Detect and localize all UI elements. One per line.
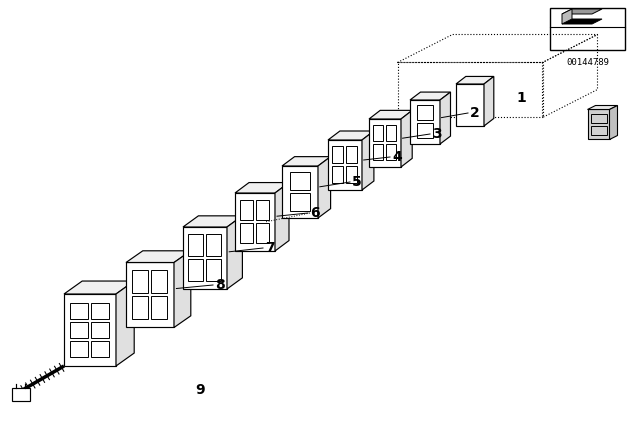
Bar [70,303,88,319]
Polygon shape [235,182,289,193]
Bar [332,166,343,183]
Bar [591,115,607,124]
Bar [139,307,154,319]
Bar [332,146,343,163]
Polygon shape [456,77,494,84]
Polygon shape [410,92,451,100]
Bar [373,144,383,160]
Bar [291,193,310,211]
Bar [240,200,253,220]
Text: 4: 4 [392,150,402,164]
Polygon shape [401,110,412,167]
Text: 2: 2 [470,106,480,120]
Bar [91,303,109,319]
Polygon shape [362,131,374,190]
Bar [151,270,167,293]
Bar [256,223,269,243]
Polygon shape [235,193,275,251]
Polygon shape [64,281,134,294]
Bar [91,341,109,358]
Bar [188,234,203,256]
Bar [132,296,148,319]
Polygon shape [328,140,362,190]
Bar [373,125,383,141]
Bar [240,223,253,243]
Polygon shape [64,294,116,366]
Bar [386,125,396,141]
Text: 5: 5 [352,175,362,189]
Bar [91,322,109,338]
Bar [70,341,88,358]
Polygon shape [484,77,494,126]
Bar [291,172,310,190]
Text: 1: 1 [516,91,525,105]
Bar [206,259,221,280]
Polygon shape [562,19,602,24]
Text: 7: 7 [265,241,275,255]
Bar [417,123,433,138]
Polygon shape [183,227,227,289]
Polygon shape [410,100,440,144]
Polygon shape [174,251,191,327]
Bar [132,270,148,293]
Polygon shape [588,105,618,109]
Polygon shape [562,9,602,14]
Bar [70,322,88,338]
Polygon shape [126,263,174,327]
Bar [380,156,390,164]
Polygon shape [282,157,331,166]
Polygon shape [318,157,331,218]
Text: 00144789: 00144789 [566,58,609,67]
Bar [246,233,259,242]
Polygon shape [183,216,243,227]
Polygon shape [369,110,412,119]
Bar [77,348,94,360]
Text: 3: 3 [432,127,442,141]
Bar [206,234,221,256]
Bar [337,181,348,189]
Bar [294,204,305,213]
Polygon shape [588,109,609,139]
Polygon shape [282,166,318,218]
Bar [417,105,433,120]
Polygon shape [126,251,191,263]
Polygon shape [369,119,401,167]
Text: 6: 6 [310,206,319,220]
Bar [386,144,396,160]
Text: 9: 9 [195,383,205,397]
Bar [346,146,357,163]
Polygon shape [275,182,289,251]
Bar [346,166,357,183]
Bar [188,259,203,280]
Polygon shape [609,105,618,139]
Polygon shape [328,131,374,140]
Polygon shape [440,92,451,144]
Polygon shape [456,84,484,126]
Polygon shape [116,281,134,366]
Bar [195,268,209,278]
Polygon shape [227,216,243,289]
Text: 8: 8 [215,278,225,292]
Polygon shape [562,9,572,24]
Bar [151,296,167,319]
Bar [256,200,269,220]
Bar [12,388,29,401]
Bar [591,126,607,135]
Bar [550,8,625,50]
